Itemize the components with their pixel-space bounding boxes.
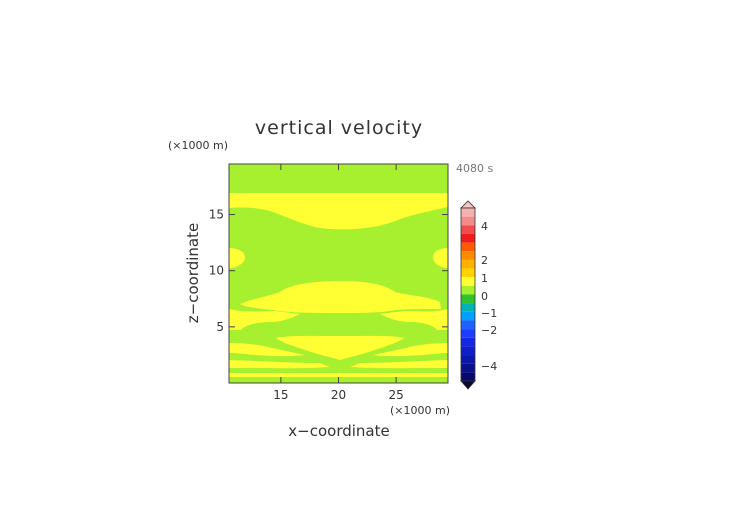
colorbar-top-extend — [460, 200, 476, 209]
plot-area — [229, 164, 448, 383]
contour-region-12 — [229, 373, 448, 377]
colorbar-band — [461, 329, 475, 338]
colorbar-tick-label: −4 — [481, 360, 497, 373]
contour-region-6 — [380, 309, 448, 330]
contour-region-3 — [433, 248, 448, 268]
colorbar-band — [461, 294, 475, 304]
colorbar-tick-label: 0 — [481, 290, 488, 303]
colorbar-band — [461, 355, 475, 364]
colorbar-band — [461, 259, 475, 269]
colorbar-band — [461, 216, 475, 226]
colorbar-band — [461, 337, 475, 347]
contour-region-5 — [229, 309, 300, 330]
x-axis-label: x−coordinate — [288, 422, 389, 440]
colorbar-band — [461, 320, 475, 330]
colorbar: 4 2 1 0 −1 −2 −4 — [460, 200, 497, 390]
contour-region-11 — [350, 360, 448, 369]
colorbar-band — [461, 225, 475, 234]
contour-region-2 — [229, 248, 245, 268]
contour-region-8 — [229, 343, 305, 357]
contour-region-4 — [240, 281, 441, 313]
colorbar-tick-label: −2 — [481, 324, 497, 337]
x-tick-label: 15 — [273, 388, 288, 402]
colorbar-band — [461, 285, 475, 295]
contour-region-7 — [276, 335, 404, 360]
x-unit-label: (×1000 m) — [390, 404, 450, 417]
colorbar-tick-label: 1 — [481, 272, 488, 285]
y-axis-label: z−coordinate — [184, 223, 202, 323]
contour-region-1 — [229, 193, 448, 230]
colorbar-bottom-extend — [460, 380, 476, 390]
colorbar-band — [461, 208, 475, 217]
y-tick-label: 10 — [209, 264, 224, 278]
colorbar-band — [461, 363, 475, 373]
colorbar-band — [461, 346, 475, 356]
chart-title: vertical velocity — [255, 117, 423, 139]
colorbar-tick-label: 4 — [481, 220, 488, 233]
y-axis: 5 10 15 — [209, 208, 448, 334]
colorbar-band — [461, 311, 475, 321]
colorbar-band — [461, 277, 475, 286]
colorbar-band — [461, 268, 475, 278]
colorbar-band — [461, 251, 475, 260]
colorbar-band — [461, 372, 475, 381]
y-tick-label: 5 — [216, 320, 224, 334]
y-tick-label: 15 — [209, 208, 224, 222]
colorbar-band — [461, 303, 475, 312]
contour-region-9 — [373, 343, 448, 357]
x-tick-label: 20 — [331, 388, 346, 402]
time-label: 4080 s — [456, 162, 493, 175]
colorbar-band — [461, 233, 475, 243]
contour-region-10 — [229, 360, 330, 369]
colorbar-band — [461, 242, 475, 252]
colorbar-tick-label: −1 — [481, 307, 497, 320]
x-tick-label: 25 — [388, 388, 403, 402]
x-axis: 15 20 25 — [273, 164, 404, 402]
y-unit-label: (×1000 m) — [168, 139, 228, 152]
colorbar-tick-label: 2 — [481, 254, 488, 267]
